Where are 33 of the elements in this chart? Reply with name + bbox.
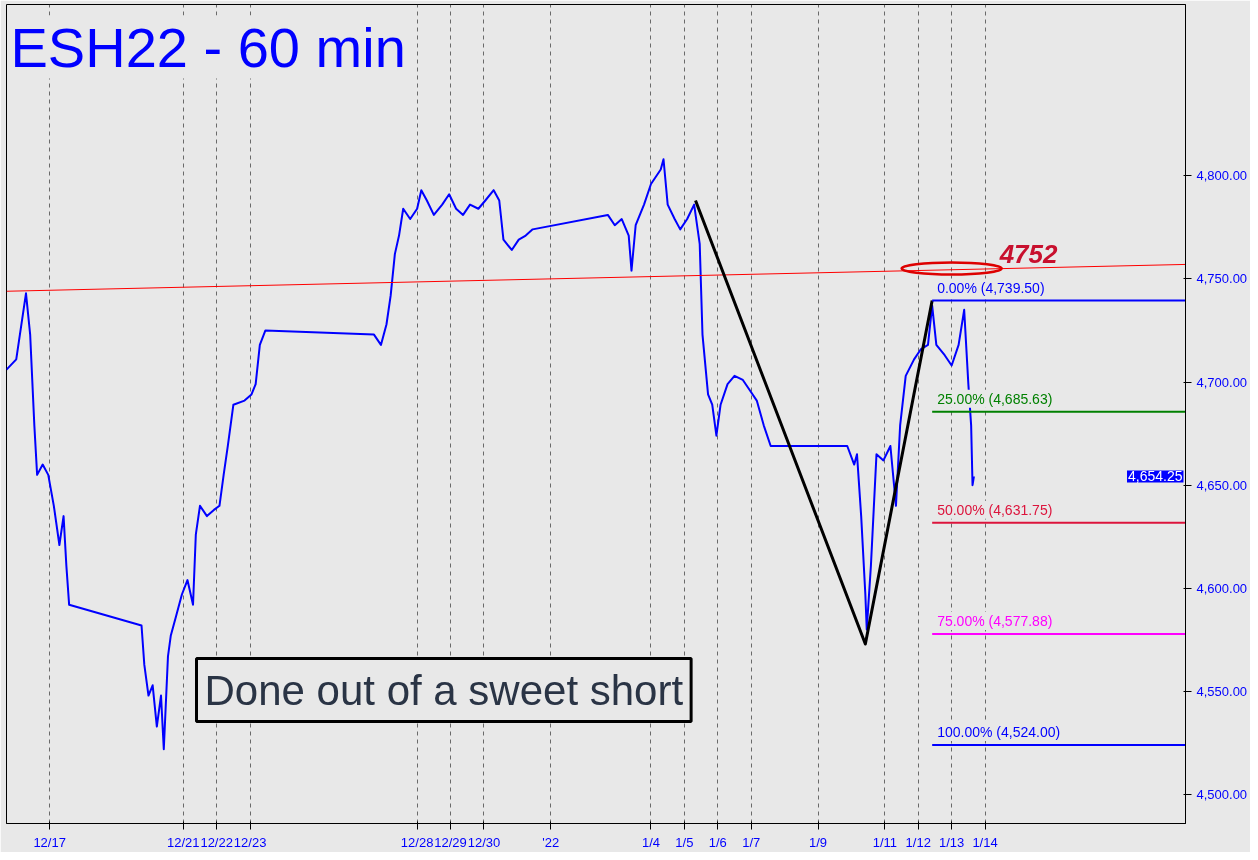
y-tick-label: 4,550.00 xyxy=(1196,683,1248,699)
annotation: 0.00% (4,739.50) xyxy=(937,279,1045,296)
y-tick-label: 4,700.00 xyxy=(1196,374,1248,390)
y-tick-label: 4,500.00 xyxy=(1196,787,1248,803)
x-tick-label: 1/6 xyxy=(708,834,727,850)
y-tick-label: 4,750.00 xyxy=(1196,271,1248,287)
y-tick-label: 4,600.00 xyxy=(1196,580,1248,596)
y-tick-label: 4,650.00 xyxy=(1196,477,1248,493)
annotation: Done out of a sweet short xyxy=(204,666,684,714)
x-tick-label: 12/21 xyxy=(167,834,200,850)
annotation: 50.00% (4,631.75) xyxy=(937,501,1053,518)
x-tick-label: 1/4 xyxy=(641,834,661,850)
x-tick-label: 12/23 xyxy=(233,834,267,850)
annotation: 4752 xyxy=(998,238,1059,269)
x-tick-label: 12/22 xyxy=(200,834,233,850)
x-tick-label: 1/5 xyxy=(675,834,694,850)
y-tick-label: 4,800.00 xyxy=(1196,168,1248,184)
annotation: 4,654.25 xyxy=(1128,468,1183,485)
x-tick-label: '22 xyxy=(542,834,560,850)
annotation: 75.00% (4,577.88) xyxy=(937,612,1053,629)
x-tick-label: 12/30 xyxy=(467,834,501,850)
x-tick-label: 12/17 xyxy=(33,834,66,850)
x-tick-label: 1/7 xyxy=(742,834,761,850)
annotation: 25.00% (4,685.63) xyxy=(937,390,1053,407)
x-tick-label: 1/13 xyxy=(939,834,965,850)
x-tick-label: 12/28 xyxy=(400,834,434,850)
x-tick-label: 1/11 xyxy=(872,834,898,850)
chart-title: ESH22 - 60 min xyxy=(10,15,406,79)
x-tick-label: 1/12 xyxy=(905,834,931,850)
x-tick-label: 1/14 xyxy=(972,834,998,850)
annotation: 100.00% (4,524.00) xyxy=(937,724,1061,741)
x-tick-label: 12/29 xyxy=(434,834,467,850)
x-tick-label: 1/9 xyxy=(808,834,828,850)
